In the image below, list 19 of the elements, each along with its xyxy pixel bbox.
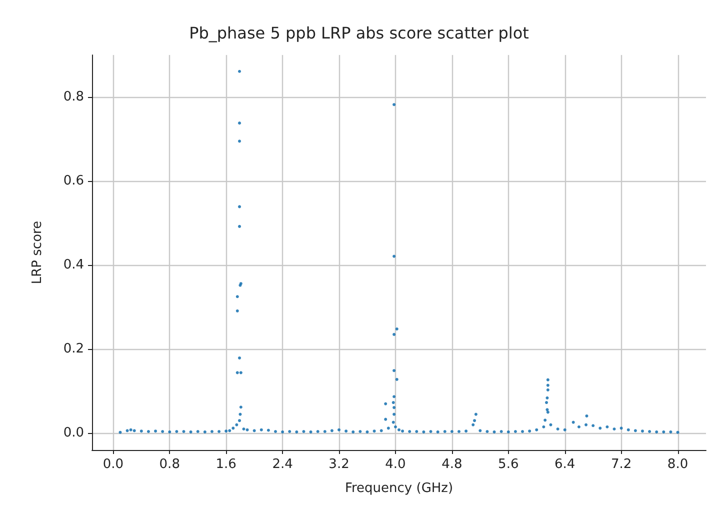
x-tick-label: 4.0 [385, 457, 406, 472]
y-tick-label: 0.4 [63, 258, 84, 273]
x-tick-label: 2.4 [272, 457, 293, 472]
y-tick-label: 0.0 [63, 426, 84, 441]
chart-title: Pb_phase 5 ppb LRP abs score scatter plot [189, 24, 529, 42]
y-tick-label: 0.2 [63, 342, 84, 357]
x-tick-label: 0.0 [102, 457, 124, 472]
x-tick-label: 6.4 [554, 457, 576, 472]
x-tick-label: 8.0 [667, 457, 688, 472]
x-tick-label: 0.8 [159, 457, 180, 472]
x-tick-label: 1.6 [216, 457, 236, 472]
y-axis-title: LRP score [30, 220, 45, 284]
y-tick-label: 0.8 [63, 90, 84, 105]
x-tick-label: 7.2 [610, 457, 632, 472]
x-tick-label: 4.8 [442, 457, 462, 472]
y-tick-label: 0.6 [63, 174, 84, 189]
x-axis-title: Frequency (GHz) [344, 481, 454, 496]
x-tick-label: 3.2 [328, 457, 350, 472]
x-tick-label: 5.6 [498, 457, 519, 472]
